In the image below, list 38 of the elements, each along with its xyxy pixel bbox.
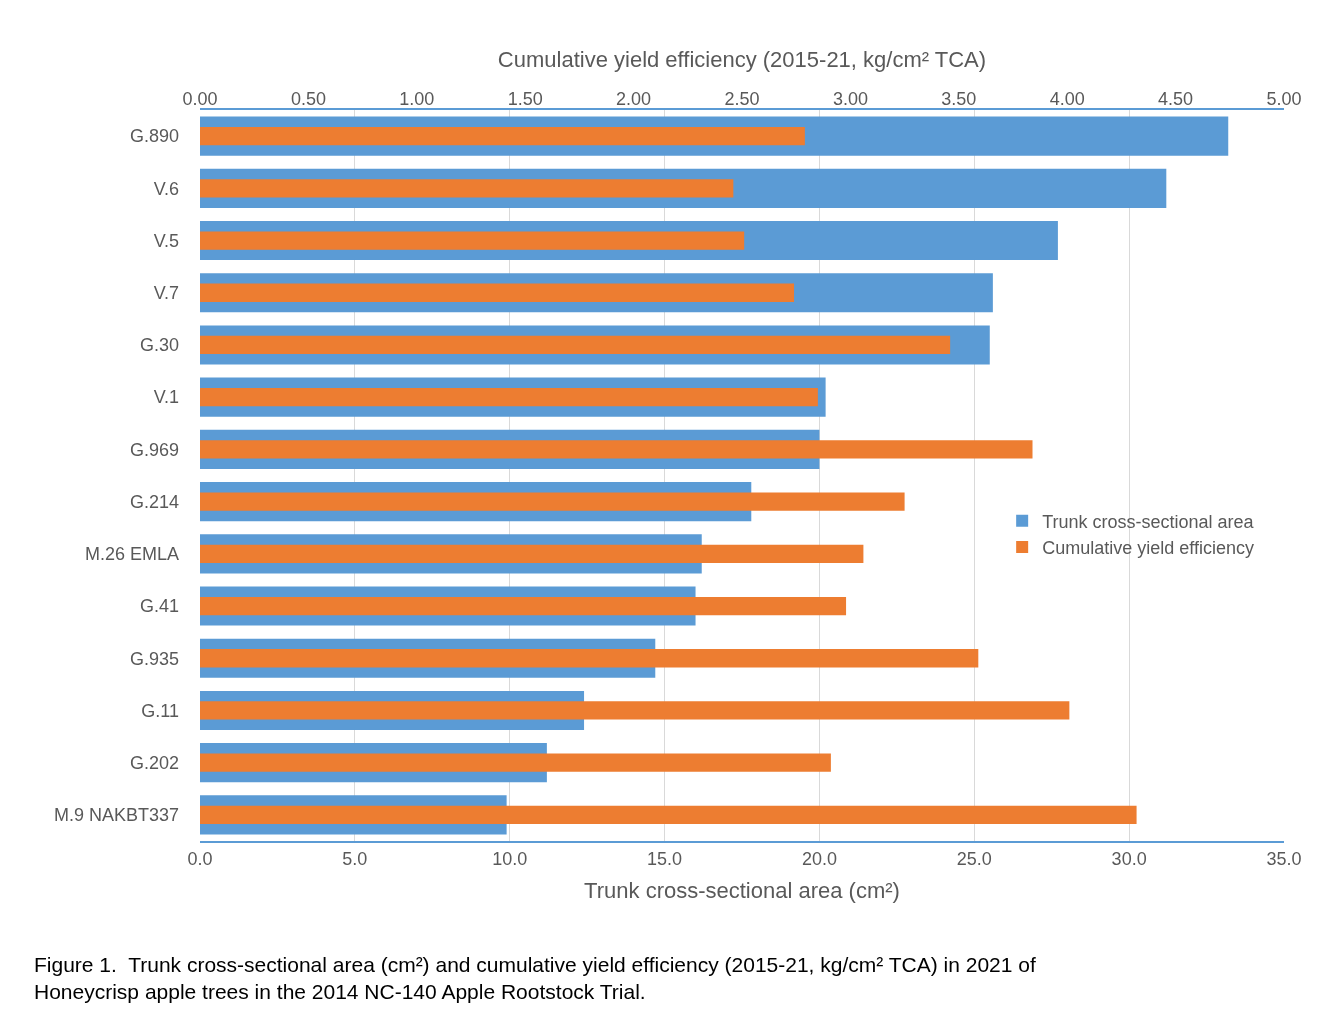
legend-label: Trunk cross-sectional area [1042, 511, 1255, 532]
legend-label: Cumulative yield efficiency [1042, 538, 1254, 559]
y-tick-label: G.969 [129, 439, 179, 460]
y-tick-label: G.11 [141, 700, 179, 721]
x-tick-label: 5.0 [342, 848, 368, 869]
y-tick-label: G.202 [129, 752, 179, 773]
x2-tick-label: 4.50 [1158, 89, 1194, 110]
y-tick-label: V.1 [153, 387, 179, 408]
x2-tick-label: 2.50 [724, 89, 760, 110]
y-tick-label: V.7 [153, 283, 179, 304]
x-tick-label: 0.0 [187, 848, 213, 869]
y-tick-label: V.6 [153, 178, 179, 199]
x-tick-label: 30.0 [1111, 848, 1147, 869]
y-tick-label: G.41 [139, 596, 179, 617]
y-tick-label: G.935 [129, 648, 179, 669]
x2-tick-label: 1.50 [507, 89, 543, 110]
x-tick-label: 20.0 [801, 848, 837, 869]
y-tick-label: M.9 NAKBT337 [53, 805, 179, 826]
y-tick-label: V.5 [153, 230, 179, 251]
x2-tick-label: 3.50 [941, 89, 977, 110]
x2-axis-title: Cumulative yield efficiency (2015-21, kg/cm² TCA) [497, 47, 987, 73]
x-tick-label: 25.0 [956, 848, 992, 869]
y-tick-label: G.30 [139, 335, 179, 356]
x-axis-title: Trunk cross-sectional area (cm²) [584, 878, 900, 903]
caption: Figure 1. Trunk cross-sectional area (cm²) and cumulative yield efficiency (2015-21, kg/cm² TCA) in 2021 of Honeycrisp apple trees in the 2014 NC-140 Apple Rootstock Trial. [34, 953, 1036, 1004]
x2-tick-label: 5.00 [1266, 89, 1302, 110]
x2-tick-label: 3.00 [832, 89, 868, 110]
x2-tick-label: 4.00 [1049, 89, 1085, 110]
x-tick-label: 10.0 [492, 848, 528, 869]
x2-tick-label: 1.00 [399, 89, 435, 110]
x2-tick-label: 2.00 [616, 89, 652, 110]
y-tick-label: G.214 [129, 491, 179, 512]
x2-tick-label: 0.50 [290, 89, 326, 110]
x2-tick-label: 0.00 [182, 89, 218, 110]
x-tick-label: 35.0 [1266, 848, 1302, 869]
y-tick-label: G.890 [129, 126, 179, 147]
x-tick-label: 15.0 [647, 848, 683, 869]
y-tick-label: M.26 EMLA [84, 544, 179, 565]
